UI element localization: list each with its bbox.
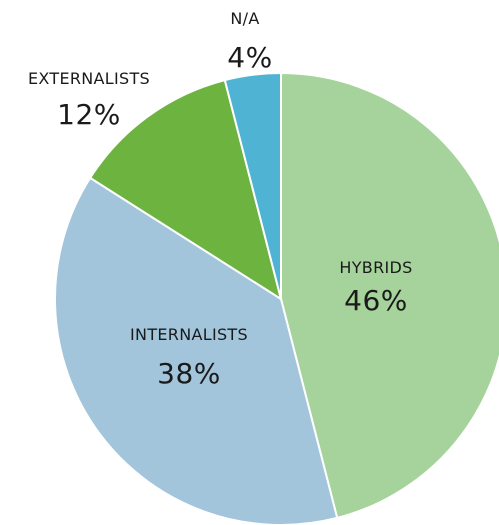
value-na: 4%: [227, 41, 272, 74]
label-hybrids: HYBRIDS: [339, 258, 412, 277]
label-internalists: INTERNALISTS: [130, 325, 248, 344]
pie-slice-externalists: [88, 78, 283, 302]
value-hybrids: 46%: [344, 284, 408, 317]
pie-slices: [54, 71, 499, 525]
pie-slice-hybrids: [280, 71, 499, 520]
pie-labels: HYBRIDS 46% INTERNALISTS 38% EXTERNALIST…: [28, 9, 412, 390]
pie-slice-internalists: [54, 176, 339, 525]
value-externalists: 12%: [57, 98, 121, 131]
label-externalists: EXTERNALISTS: [28, 69, 150, 88]
pie-slice-n-a: [223, 71, 282, 300]
value-internalists: 38%: [157, 357, 221, 390]
label-na: N/A: [230, 9, 259, 28]
